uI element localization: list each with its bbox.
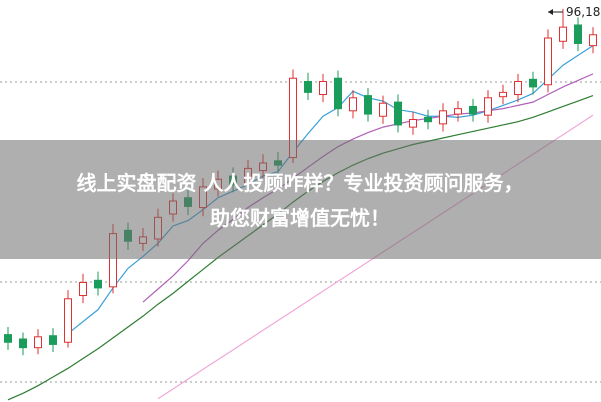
candle-body <box>334 77 342 110</box>
candle-body <box>529 78 537 88</box>
candle-body <box>304 80 312 93</box>
candle-body <box>379 102 387 117</box>
candle-body <box>34 336 42 349</box>
candle-body <box>424 116 432 123</box>
candle-body <box>94 279 102 289</box>
candle-body <box>394 101 402 126</box>
candle-body <box>349 97 357 112</box>
candle-body <box>514 80 522 96</box>
banner-line: 线上实盘配资 人人投顾咋样？专业投资顾问服务， <box>77 171 524 195</box>
annotation-arrow-head <box>548 9 553 15</box>
candle-body <box>319 80 327 96</box>
candle-body <box>64 298 72 343</box>
candle-body <box>49 335 57 345</box>
candle-body <box>454 108 462 115</box>
candle-body <box>79 281 87 297</box>
candle-body <box>499 91 507 98</box>
banner-line: 助您财富增值无忧！ <box>210 206 390 230</box>
candle-body <box>409 119 417 128</box>
banner <box>0 140 601 259</box>
price-annotation: 96,18 <box>566 5 600 19</box>
candle-body <box>19 338 27 349</box>
candle-body <box>589 34 597 47</box>
candle-body <box>469 105 477 115</box>
candle-body <box>4 334 12 343</box>
candle-body <box>439 110 447 125</box>
candle-body <box>574 24 582 44</box>
candle-body <box>544 37 552 86</box>
candle-body <box>364 95 372 115</box>
candle-body <box>484 97 492 116</box>
candle-body <box>559 26 567 42</box>
